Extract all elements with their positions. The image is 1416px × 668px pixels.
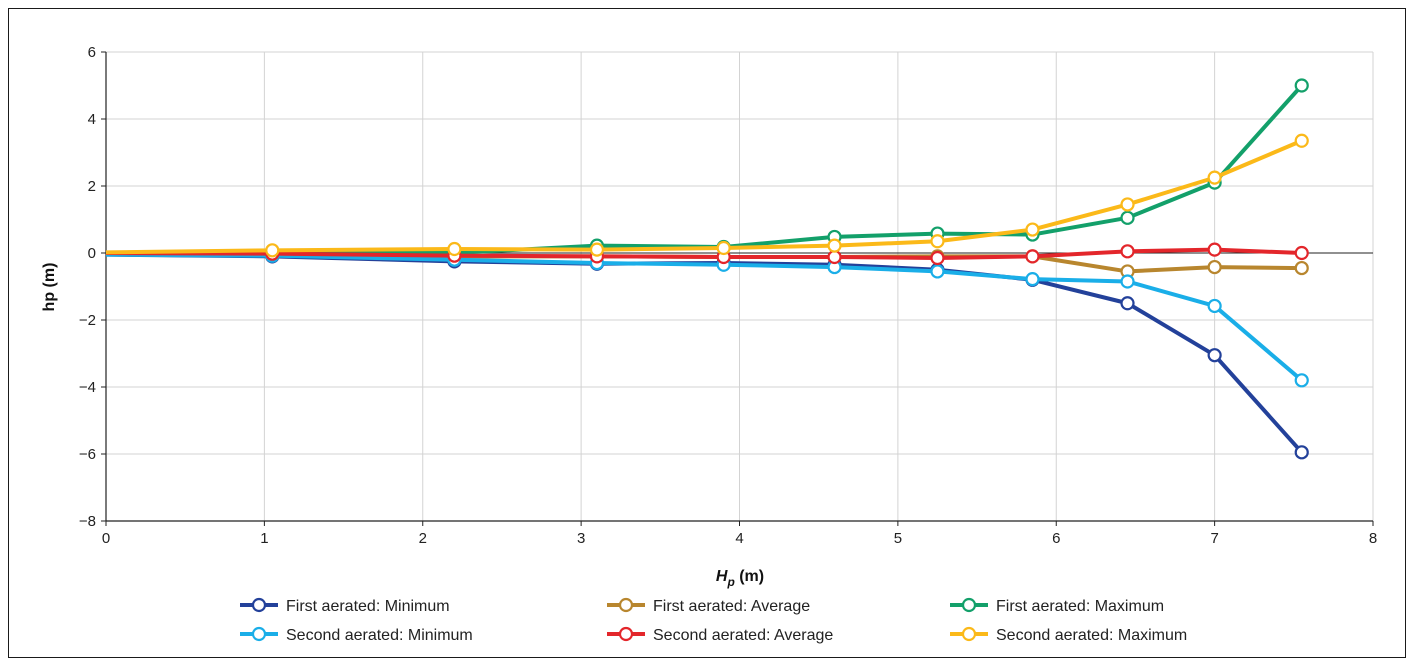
legend-swatch-marker bbox=[251, 626, 267, 642]
x-axis-title-var: H bbox=[716, 568, 728, 585]
y-tick-label: −6 bbox=[79, 446, 96, 463]
legend-swatch-marker bbox=[251, 597, 267, 613]
x-tick-label: 8 bbox=[1369, 530, 1377, 547]
data-point bbox=[447, 241, 462, 257]
data-point bbox=[1120, 244, 1135, 259]
data-point bbox=[827, 238, 842, 253]
data-point bbox=[1120, 274, 1135, 289]
legend-label: First aerated: Maximum bbox=[996, 598, 1164, 615]
data-point bbox=[1207, 298, 1222, 314]
data-point bbox=[1120, 296, 1135, 311]
legend-swatch-marker bbox=[961, 626, 977, 642]
axes bbox=[101, 51, 1374, 526]
data-point bbox=[265, 243, 280, 258]
legend-swatch-marker bbox=[961, 597, 977, 613]
legend-item: First aerated: Minimum bbox=[240, 597, 450, 615]
data-point bbox=[1207, 259, 1222, 275]
grid bbox=[106, 51, 1374, 521]
data-point bbox=[1025, 249, 1040, 264]
data-point bbox=[716, 240, 731, 256]
legend-label: First aerated: Average bbox=[653, 598, 810, 615]
legend-label: Second aerated: Maximum bbox=[996, 627, 1187, 644]
x-axis-title-unit: (m) bbox=[735, 568, 764, 585]
data-point bbox=[827, 249, 842, 265]
legend-swatch-marker bbox=[618, 597, 634, 613]
legend: First aerated: Minimum First aerated: Ave… bbox=[240, 597, 1187, 644]
y-tick-label: 6 bbox=[88, 44, 96, 61]
x-tick-label: 4 bbox=[735, 530, 743, 547]
tick-labels: 0 1 2 3 4 5 6 7 8 −8 −6 −4 −2 0 2 4 6 bbox=[79, 44, 1377, 547]
legend-swatch-marker bbox=[618, 626, 634, 642]
x-tick-label: 2 bbox=[419, 530, 427, 547]
legend-item: First aerated: Maximum bbox=[950, 597, 1164, 615]
x-axis-title-subscript: p bbox=[726, 575, 734, 589]
y-axis-title: hp (m) bbox=[41, 263, 58, 312]
series bbox=[105, 78, 1309, 460]
legend-label: Second aerated: Average bbox=[653, 627, 833, 644]
x-tick-label: 0 bbox=[102, 530, 110, 547]
y-tick-label: −4 bbox=[79, 379, 96, 396]
data-point bbox=[1294, 133, 1309, 148]
data-point bbox=[930, 264, 945, 279]
x-tick-label: 6 bbox=[1052, 530, 1060, 547]
legend-item: Second aerated: Average bbox=[607, 626, 833, 644]
legend-item: Second aerated: Maximum bbox=[950, 626, 1187, 644]
data-point bbox=[930, 234, 945, 249]
y-tick-label: −2 bbox=[79, 312, 96, 329]
data-point bbox=[1025, 272, 1040, 287]
x-tick-label: 1 bbox=[260, 530, 268, 547]
data-point bbox=[589, 242, 605, 257]
y-tick-label: 2 bbox=[88, 178, 96, 195]
data-point bbox=[1120, 210, 1135, 225]
data-point bbox=[1294, 373, 1309, 388]
legend-label: Second aerated: Minimum bbox=[286, 627, 473, 644]
data-point bbox=[1025, 222, 1040, 237]
legend-item: First aerated: Average bbox=[607, 597, 810, 615]
y-tick-label: 0 bbox=[88, 245, 96, 262]
data-point bbox=[1207, 348, 1222, 363]
x-tick-label: 7 bbox=[1210, 530, 1218, 547]
series-3 bbox=[105, 78, 1309, 261]
data-point bbox=[1294, 260, 1309, 276]
data-point bbox=[1294, 445, 1309, 460]
series-line bbox=[105, 138, 1303, 255]
data-point bbox=[1294, 78, 1309, 93]
data-point bbox=[1207, 242, 1222, 257]
series-4 bbox=[105, 248, 1309, 388]
data-point bbox=[930, 250, 945, 266]
x-tick-label: 3 bbox=[577, 530, 585, 547]
y-tick-label: −8 bbox=[79, 513, 96, 530]
x-axis-title: Hp (m) bbox=[716, 568, 764, 589]
legend-label: First aerated: Minimum bbox=[286, 598, 450, 615]
series-6 bbox=[105, 133, 1309, 258]
legend-item: Second aerated: Minimum bbox=[240, 626, 473, 644]
x-tick-label: 5 bbox=[894, 530, 902, 547]
data-point bbox=[1294, 245, 1309, 261]
series-line bbox=[105, 84, 1304, 255]
data-point bbox=[1120, 197, 1135, 212]
data-point bbox=[1207, 170, 1222, 185]
chart-frame bbox=[8, 8, 1406, 658]
y-tick-label: 4 bbox=[88, 111, 96, 128]
